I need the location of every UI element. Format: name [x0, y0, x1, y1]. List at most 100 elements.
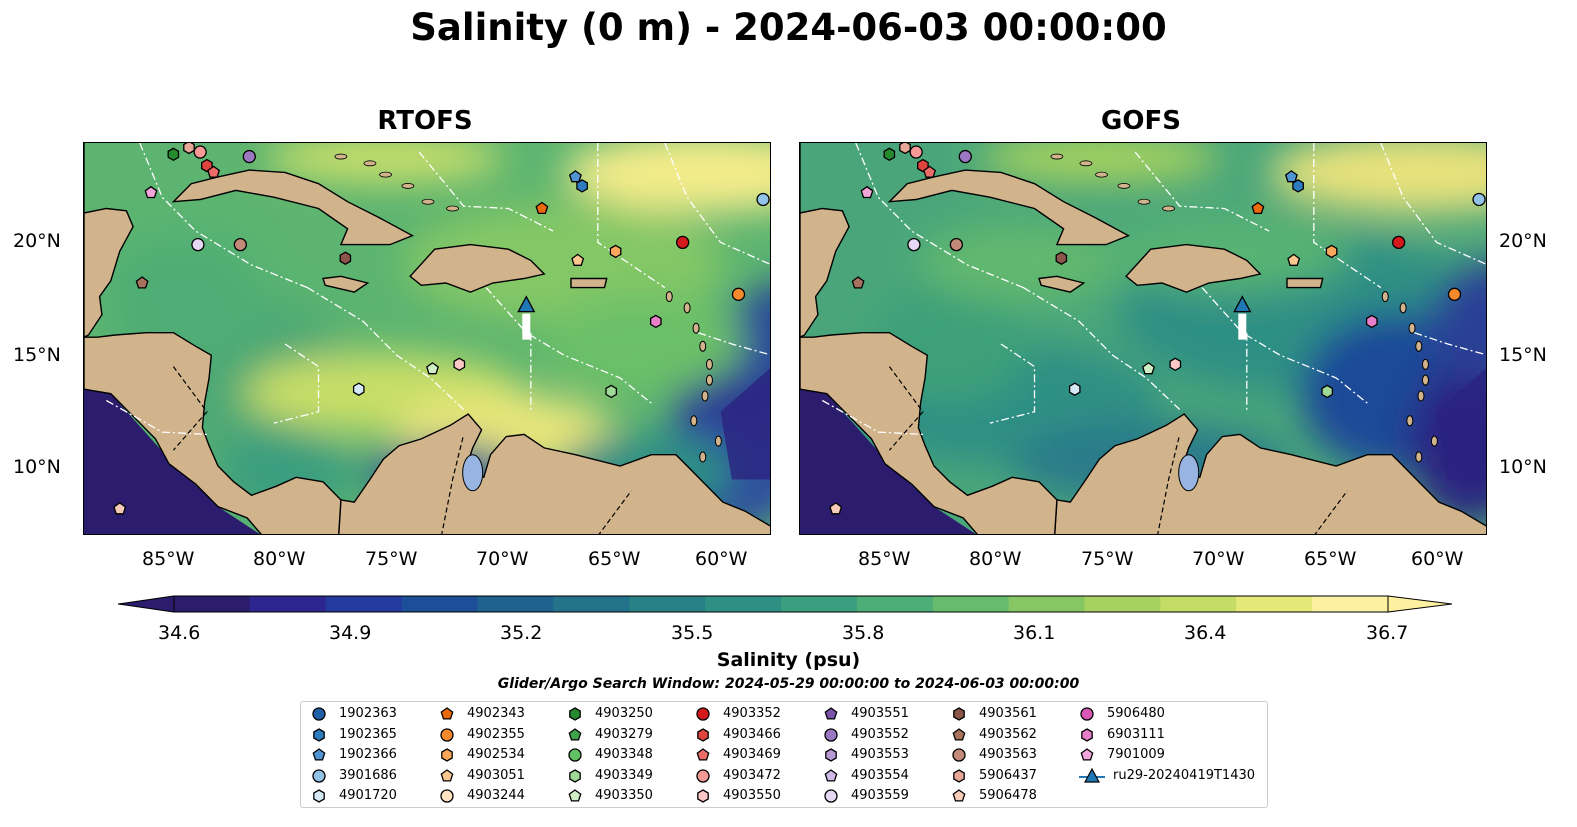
- salinity-region: [264, 143, 504, 183]
- island: [1417, 390, 1425, 402]
- legend-marker-icon: [953, 768, 965, 783]
- float-marker: [1284, 170, 1298, 183]
- eez-boundary: [418, 151, 554, 232]
- legend-marker-icon: [824, 768, 838, 782]
- lon-label-60w-right: 60°W: [1411, 548, 1464, 570]
- island: [1415, 340, 1423, 352]
- pacific-ocean: [800, 389, 976, 534]
- float-marker: [352, 382, 365, 396]
- island: [1415, 451, 1423, 463]
- eez-boundary: [273, 343, 320, 424]
- land-border: [1157, 434, 1181, 534]
- legend-marker-icon: [440, 727, 454, 742]
- legend-marker-icon: [952, 789, 966, 802]
- legend-marker-icon: [440, 768, 454, 782]
- legend-label: 4903279: [595, 726, 653, 742]
- island: [705, 374, 713, 386]
- legend-marker: [952, 748, 966, 762]
- legend-label: 4903553: [851, 747, 909, 762]
- island: [1406, 415, 1414, 427]
- float-marker: [649, 314, 662, 329]
- legend-marker: [440, 768, 454, 782]
- eez-boundary: [698, 332, 770, 356]
- island: [699, 451, 707, 463]
- colorbar-tick-label: 36.1: [1013, 622, 1056, 644]
- legend-marker: [824, 789, 838, 803]
- eez-boundary: [105, 399, 207, 436]
- island: [701, 390, 709, 402]
- island: [421, 198, 435, 205]
- island: [379, 171, 392, 178]
- float-marker: [233, 237, 248, 252]
- land-border: [441, 434, 465, 534]
- island: [705, 358, 713, 370]
- lon-label-75w-left: 75°W: [365, 548, 418, 570]
- lat-label-15n-left: 15°N: [13, 344, 61, 366]
- float-marker: [1365, 314, 1378, 329]
- eez-boundary: [307, 287, 465, 410]
- salinity-region: [980, 143, 1220, 183]
- panel-title-rtofs: RTOFS: [377, 106, 473, 136]
- float-marker: [535, 201, 549, 215]
- yucatan-land: [84, 143, 134, 338]
- float-marker: [1287, 253, 1301, 266]
- colorbar-segment: [477, 596, 554, 612]
- salinity-region: [564, 143, 770, 213]
- legend-marker-icon: [696, 768, 710, 783]
- lat-label-15n-right: 15°N: [1499, 344, 1547, 366]
- legend-marker: [440, 789, 454, 803]
- colorbar-extend-high: [1387, 595, 1452, 613]
- eez-boundary: [664, 143, 770, 265]
- legend-marker: [953, 707, 965, 721]
- float-marker: [949, 237, 964, 252]
- float-marker: [883, 147, 896, 162]
- legend-label: 1902365: [339, 726, 397, 742]
- legend-label: 4903559: [851, 788, 909, 803]
- colorbar-segment: [1312, 596, 1389, 612]
- hispaniola-land: [1125, 243, 1262, 293]
- legend-marker-icon: [440, 789, 454, 803]
- legend-marker-icon: [824, 707, 838, 720]
- legend-label: 4903563: [979, 747, 1037, 762]
- float-marker: [851, 276, 865, 289]
- colorbar-tick-label: 36.4: [1184, 622, 1227, 644]
- colorbar-tick-label: 34.6: [158, 622, 201, 644]
- island: [1421, 358, 1429, 370]
- jamaica-land: [322, 275, 370, 293]
- float-marker: [1391, 235, 1406, 250]
- lon-label-65w-left: 65°W: [588, 548, 641, 570]
- float-marker: [958, 149, 972, 164]
- float-marker: [571, 253, 585, 266]
- float-marker: [339, 251, 352, 265]
- glider-track: [522, 313, 531, 340]
- legend-marker: [953, 768, 965, 783]
- float-marker: [242, 149, 256, 164]
- legend-marker-icon: [568, 789, 582, 802]
- float-marker: [1142, 362, 1155, 375]
- legend-marker: [696, 748, 710, 761]
- legend-marker: [696, 768, 710, 783]
- island: [665, 291, 673, 303]
- jamaica-land: [1038, 275, 1086, 293]
- legend-label: 4902534: [467, 747, 525, 762]
- salinity-region: [544, 293, 744, 393]
- legend-label: 7901009: [1107, 747, 1165, 762]
- float-marker: [899, 143, 911, 155]
- legend-marker: [569, 707, 581, 721]
- legend-marker: [824, 727, 838, 742]
- lat-label-20n-left: 20°N: [13, 230, 61, 252]
- float-marker: [568, 170, 582, 183]
- legend-label: 4903051: [467, 767, 525, 783]
- legend-label: 4903562: [979, 726, 1037, 742]
- colorbar-segment: [705, 596, 782, 612]
- legend-marker-icon: [313, 789, 325, 803]
- salinity-region: [104, 233, 264, 353]
- cuba-land: [171, 169, 415, 246]
- glider-track: [1238, 313, 1247, 340]
- float-marker: [144, 185, 158, 199]
- legend-marker-icon: [569, 768, 581, 783]
- colorbar-tick-label: 35.2: [500, 622, 543, 644]
- colorbar-segment: [401, 596, 478, 612]
- south-america-land: [1054, 413, 1486, 534]
- salinity-region: [1270, 143, 1486, 213]
